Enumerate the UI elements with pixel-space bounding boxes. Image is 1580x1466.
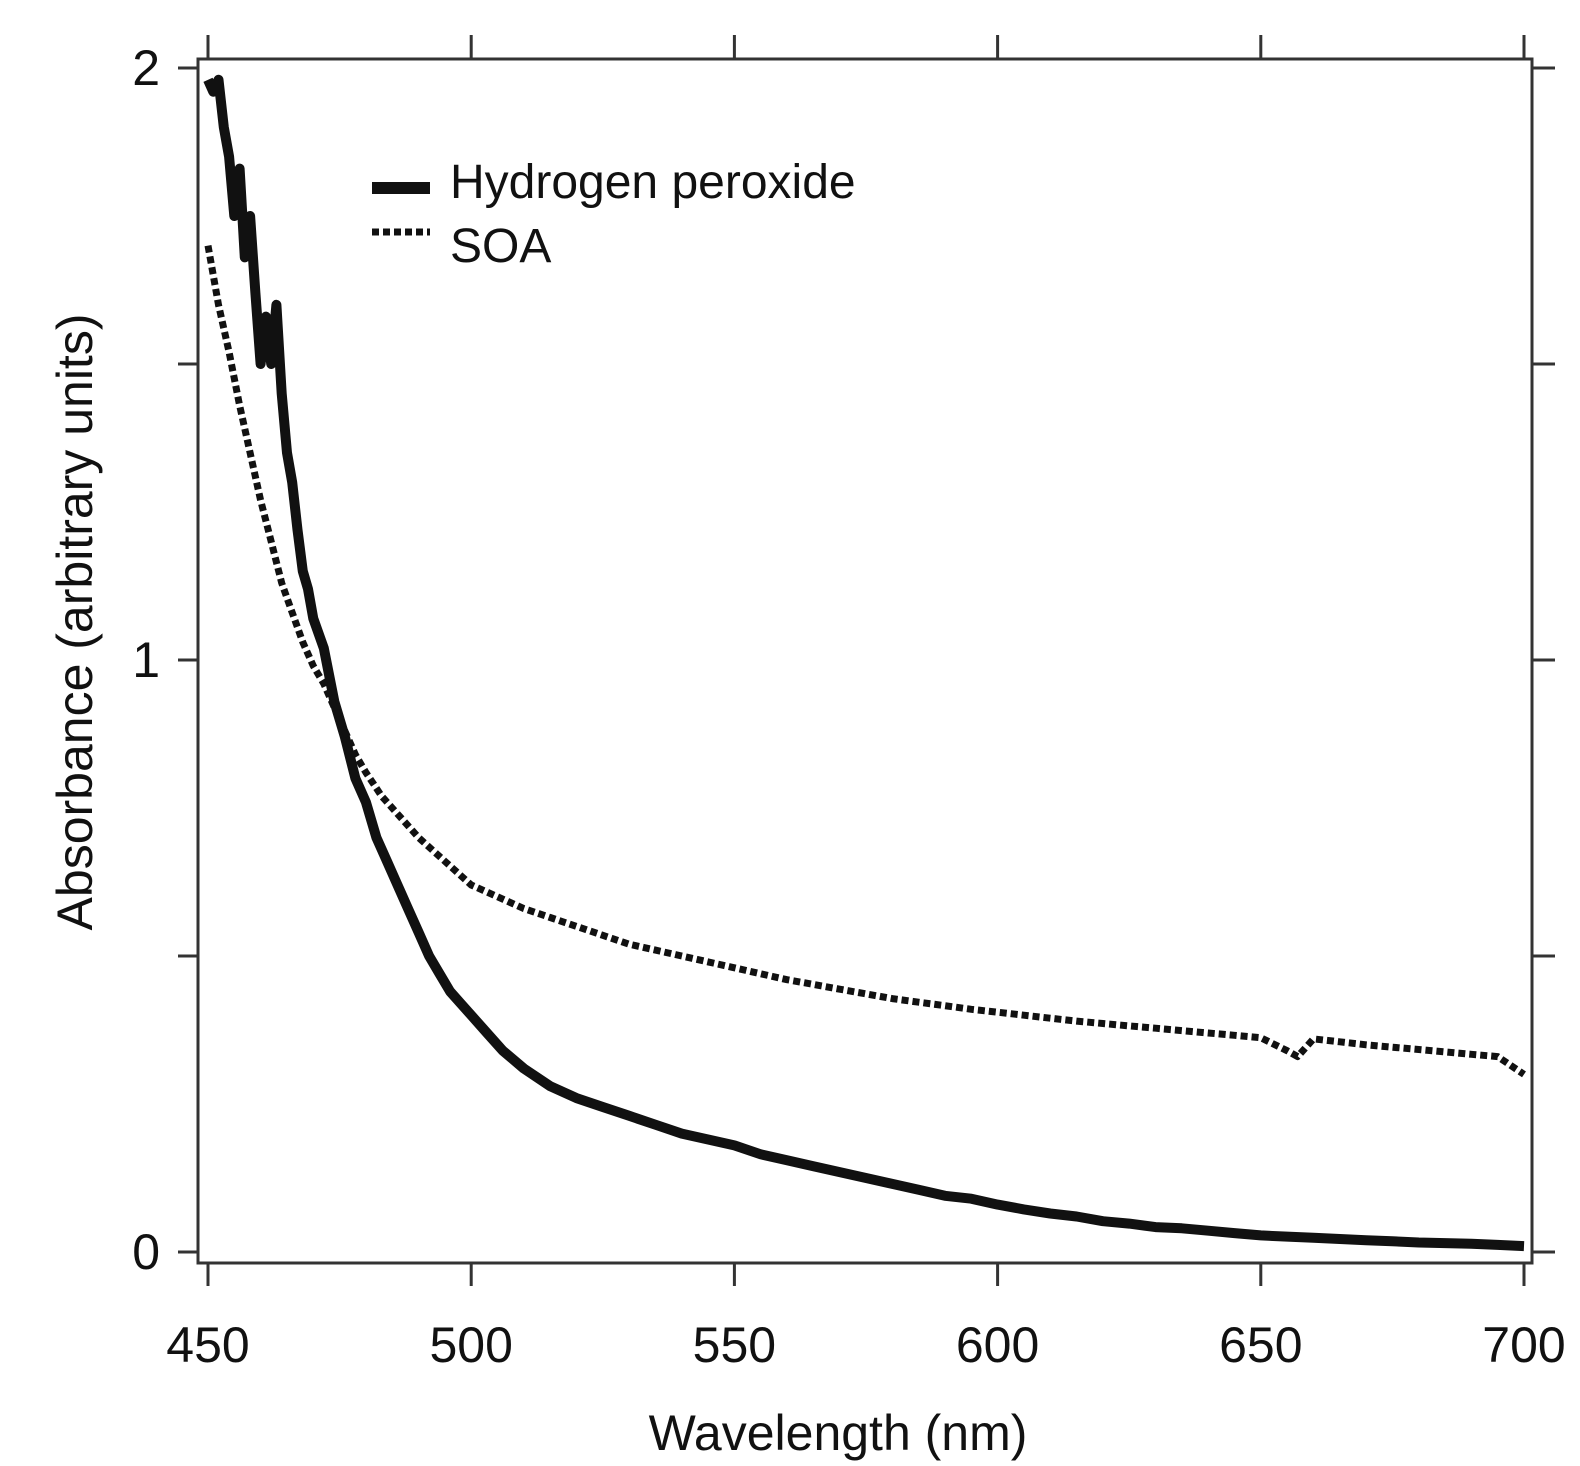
series-layer [203, 74, 1526, 1252]
ticks-layer: 450 500 550 600 650 700 0 1 2 [132, 35, 1566, 1373]
legend: Hydrogen peroxide SOA [372, 156, 856, 273]
series-line-hydrogen-peroxide [203, 74, 1525, 1252]
x-tick-label: 700 [1482, 1317, 1565, 1373]
legend-label-soa: SOA [450, 220, 551, 273]
x-tick-label: 450 [166, 1317, 249, 1373]
x-axis-title: Wavelength (nm) [649, 1405, 1028, 1461]
x-tick-label: 550 [693, 1317, 776, 1373]
series-line-soa [204, 244, 1526, 1078]
y-tick-label: 1 [132, 632, 160, 688]
x-tick-label: 650 [1219, 1317, 1302, 1373]
x-tick-label: 600 [956, 1317, 1039, 1373]
y-axis-title: Absorbance (arbitrary units) [47, 314, 103, 931]
x-tick-label: 500 [429, 1317, 512, 1373]
plot-area [196, 57, 1534, 1265]
legend-label-hydrogen-peroxide: Hydrogen peroxide [450, 156, 856, 209]
y-tick-label: 0 [132, 1224, 160, 1280]
y-tick-label: 2 [132, 40, 160, 96]
